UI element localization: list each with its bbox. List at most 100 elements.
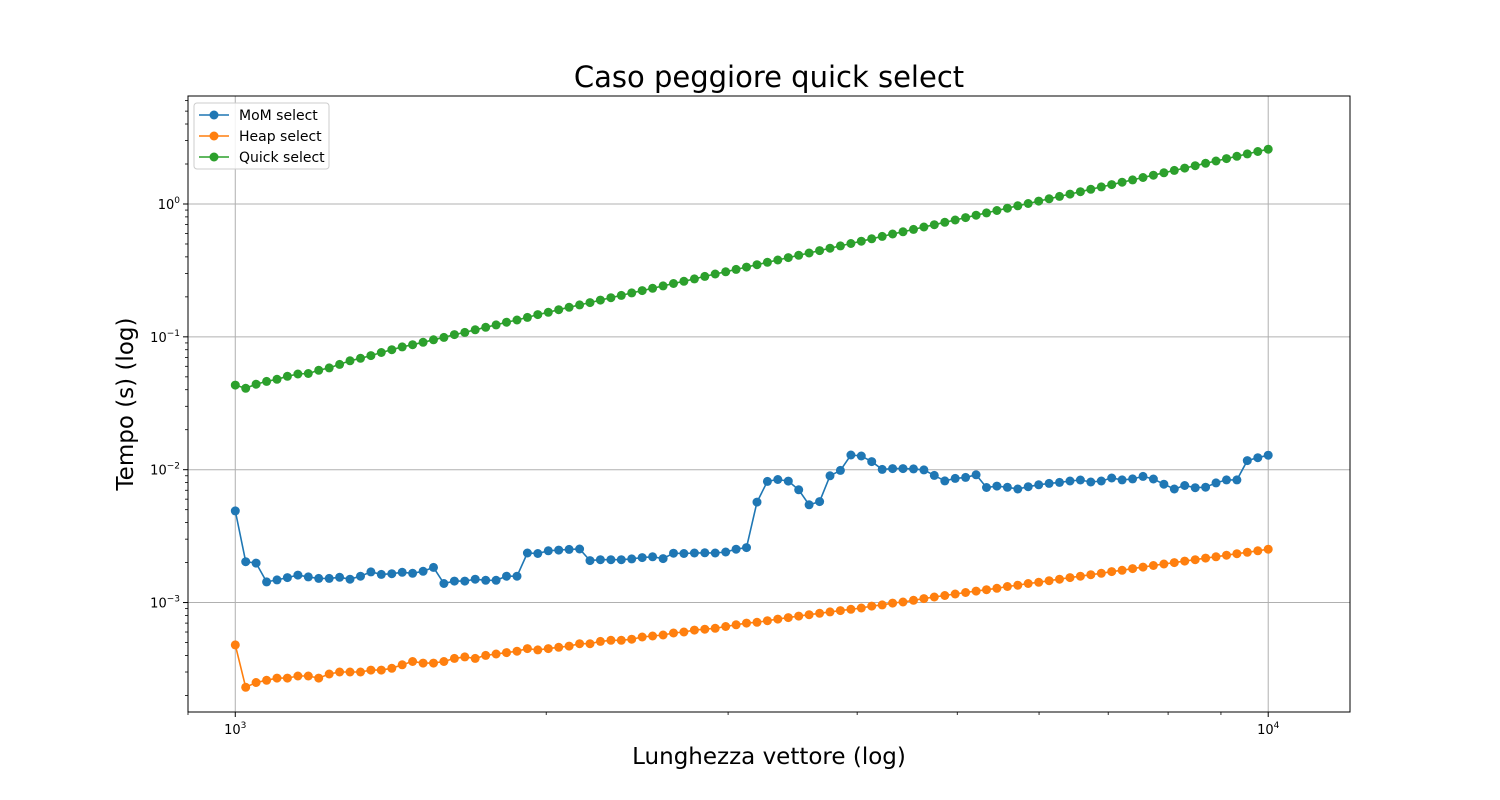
data-point [898, 597, 908, 607]
data-point [303, 369, 313, 378]
data-point [1128, 474, 1138, 484]
data-point [1034, 196, 1044, 206]
legend-frame [193, 102, 330, 170]
series-line [235, 148, 1269, 390]
data-point [418, 658, 428, 668]
data-point [982, 585, 991, 595]
data-point [742, 543, 751, 553]
data-point [314, 365, 324, 375]
data-point [533, 645, 543, 655]
data-point [794, 250, 804, 260]
series-layer [230, 144, 1273, 692]
data-point [982, 483, 991, 492]
data-point [408, 657, 418, 666]
data-point [554, 305, 564, 315]
data-point [439, 657, 449, 666]
data-point [971, 586, 981, 596]
data-point [835, 241, 845, 251]
data-point [762, 616, 772, 626]
data-point [700, 271, 710, 281]
data-point [773, 255, 783, 265]
data-point [1013, 484, 1023, 494]
data-point [470, 653, 480, 663]
data-point [950, 589, 960, 599]
data-point [564, 641, 574, 651]
data-point [449, 330, 459, 340]
data-point [731, 544, 741, 554]
data-point [961, 472, 971, 482]
data-point [439, 332, 449, 342]
data-point [731, 264, 741, 274]
data-point [783, 476, 793, 486]
data-point [1222, 475, 1231, 485]
data-point [543, 546, 553, 556]
data-point [564, 302, 574, 312]
data-point [512, 646, 522, 656]
data-point [1013, 201, 1023, 211]
data-point [950, 215, 960, 225]
data-point [1065, 476, 1075, 486]
data-point [387, 345, 397, 355]
data-point [1211, 156, 1221, 166]
data-point [867, 457, 877, 467]
data-point [1075, 475, 1085, 485]
data-point [825, 243, 835, 253]
data-point [689, 548, 699, 558]
data-point [929, 220, 939, 230]
data-point [1201, 158, 1211, 168]
data-point [533, 310, 543, 320]
data-point [397, 342, 407, 352]
data-point [950, 473, 960, 483]
data-point [585, 639, 595, 649]
data-point [982, 208, 991, 218]
data-point [429, 658, 438, 668]
data-point [491, 320, 501, 330]
data-point [742, 618, 751, 628]
data-point [762, 476, 772, 486]
data-point [241, 383, 251, 393]
data-point [314, 673, 324, 683]
data-point [460, 576, 470, 586]
data-point [324, 363, 334, 373]
data-point [1190, 555, 1200, 565]
data-point [919, 465, 929, 475]
data-point [502, 317, 511, 327]
data-point [721, 547, 731, 557]
data-point [522, 548, 532, 558]
data-point [731, 620, 741, 630]
data-point [669, 279, 678, 288]
data-point [543, 644, 553, 654]
data-point [710, 548, 720, 558]
data-point [502, 648, 511, 658]
legend-entry-label: Quick select [239, 150, 325, 166]
data-point [575, 639, 585, 649]
data-point [1023, 482, 1033, 492]
y-tick-label: 10−2 [150, 462, 180, 479]
data-point [262, 675, 272, 685]
data-point [1253, 546, 1263, 556]
data-point [1117, 475, 1127, 485]
data-point [835, 606, 845, 616]
data-point [1044, 478, 1054, 488]
data-point [1096, 476, 1106, 486]
data-point [679, 627, 689, 637]
data-point [1201, 553, 1211, 563]
data-point [324, 669, 334, 679]
data-point [992, 481, 1002, 491]
data-point [877, 464, 887, 474]
data-point [940, 217, 950, 227]
data-point [1159, 559, 1169, 569]
data-point [282, 673, 292, 683]
data-point [1107, 567, 1117, 577]
data-point [282, 371, 292, 381]
data-point [909, 224, 918, 234]
data-point [1002, 203, 1012, 213]
data-point [1222, 154, 1231, 164]
data-point [888, 229, 898, 239]
data-point [888, 464, 898, 474]
data-point [929, 592, 939, 602]
data-point [794, 485, 804, 495]
data-point [251, 558, 261, 568]
data-point [1190, 161, 1200, 171]
data-point [272, 575, 282, 585]
